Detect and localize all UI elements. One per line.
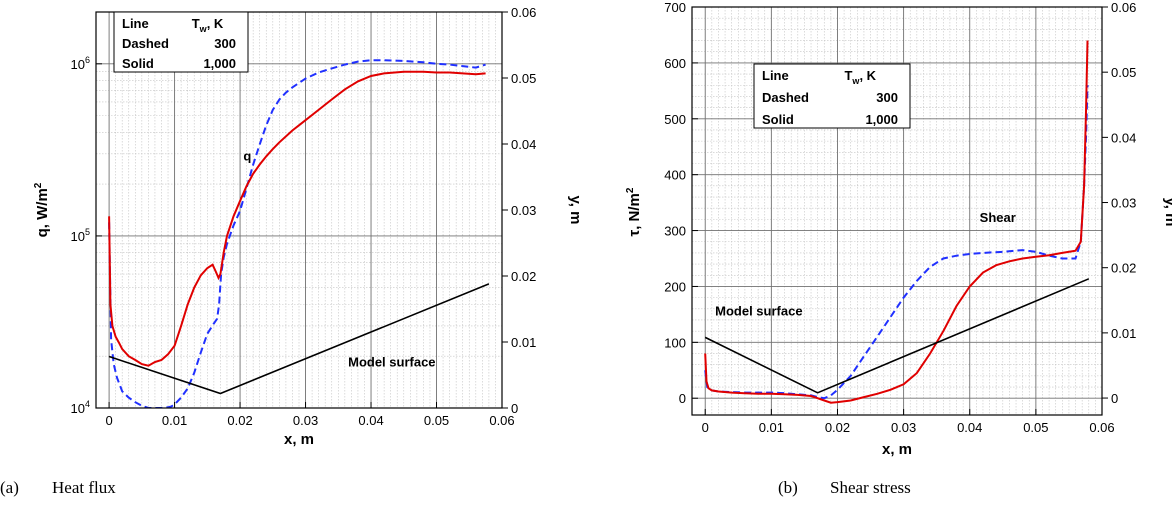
x-tick-label: 0 (702, 420, 709, 435)
chart-shear-stress: 0 0.01 0.02 0.03 0.04 0.05 0.06 0 100 200 300 400 50… (625, 0, 1172, 497)
x-tick-label: 0.05 (424, 413, 449, 428)
y-right-tick-label: 0.05 (1111, 65, 1136, 80)
y-right-tick-label: 0.01 (511, 335, 536, 350)
annotation-model-surface: Model surface (348, 354, 435, 369)
y-left-tick-label: 700 (664, 0, 686, 15)
x-tick-label: 0.01 (759, 420, 784, 435)
y-right-tick-label: 0.06 (511, 5, 536, 20)
y-left-tick-label: 500 (664, 112, 686, 127)
legend-row-value: 300 (214, 36, 236, 51)
x-tick-label: 0.04 (957, 420, 982, 435)
x-tick-label: 0.02 (227, 413, 252, 428)
x-tick-label: 0.02 (825, 420, 850, 435)
x-tick-label: 0.04 (358, 413, 383, 428)
annotation-model-surface: Model surface (715, 304, 802, 319)
caption-letter: (b) (778, 478, 798, 497)
y-left-tick-exp: 6 (85, 55, 90, 65)
legend-row-name: Solid (762, 112, 794, 127)
x-tick-label: 0.01 (162, 413, 187, 428)
y-right-tick-label: 0 (1111, 391, 1118, 406)
y-right-axis-label: y, m (1162, 198, 1172, 227)
y-left-tick-label: 300 (664, 224, 686, 239)
legend-header-line: Line (762, 68, 789, 83)
y-left-tick-label: 100 (664, 335, 686, 350)
y-left-tick-base: 10 (71, 57, 85, 72)
y-left-tick-label: 400 (664, 168, 686, 183)
y-right-tick-label: 0.01 (1111, 326, 1136, 341)
caption-letter: (a) (0, 478, 19, 497)
legend-row-value: 300 (876, 90, 898, 105)
y-left-axis-label-sup: 2 (33, 182, 44, 188)
y-left-axis-label-text: q, W/m (34, 188, 51, 237)
caption-text: Shear stress (830, 478, 911, 497)
y-right-tick-label: 0.06 (1111, 0, 1136, 15)
y-left-axis-label: q, W/m2 (33, 182, 51, 237)
legend-header-tw-unit: , K (859, 68, 876, 83)
legend-row-value: 1,000 (203, 56, 236, 71)
y-left-axis-label-sup: 2 (625, 187, 636, 193)
x-tick-label: 0.05 (1023, 420, 1048, 435)
y-right-tick-label: 0.02 (1111, 261, 1136, 276)
y-left-tick-base: 10 (71, 401, 85, 416)
y-right-tick-label: 0.02 (511, 269, 536, 284)
x-tick-label: 0 (105, 413, 112, 428)
y-left-axis-label: τ, N/m2 (625, 187, 643, 236)
legend-row-name: Solid (122, 56, 154, 71)
y-left-tick-exp: 5 (85, 227, 90, 237)
x-tick-label: 0.06 (1089, 420, 1114, 435)
legend-row-value: 1,000 (865, 112, 898, 127)
y-left-tick-exp: 4 (85, 399, 90, 409)
y-left-tick-label: 105 (71, 227, 90, 244)
annotation-shear: Shear (980, 210, 1016, 225)
y-right-axis-label: y, m (567, 196, 584, 225)
y-left-tick-base: 10 (71, 229, 85, 244)
x-tick-label: 0.03 (293, 413, 318, 428)
chart-heat-flux: 0 0.01 0.02 0.03 0.04 0.05 0.0610410510600.010… (0, 5, 584, 497)
annotation-q: q (243, 149, 251, 164)
y-left-tick-label: 106 (71, 55, 90, 72)
legend-row-name: Dashed (122, 36, 169, 51)
y-left-tick-label: 600 (664, 56, 686, 71)
y-left-tick-label: 200 (664, 279, 686, 294)
legend-header-tw-unit: , K (207, 16, 224, 31)
y-left-tick-label: 0 (679, 391, 686, 406)
legend-header-line: Line (122, 16, 149, 31)
x-axis-label: x, m (284, 431, 314, 448)
caption-text: Heat flux (52, 478, 116, 497)
y-left-tick-label: 104 (71, 399, 90, 416)
y-right-tick-label: 0.03 (511, 203, 536, 218)
legend-row-name: Dashed (762, 90, 809, 105)
x-axis-label: x, m (882, 441, 912, 458)
y-left-axis-label-text: τ, N/m (626, 193, 643, 236)
y-right-tick-label: 0.03 (1111, 196, 1136, 211)
x-tick-label: 0.03 (891, 420, 916, 435)
legend-header-tw-main: T (192, 16, 200, 31)
y-right-tick-label: 0.04 (511, 137, 536, 152)
legend-header-tw-main: T (844, 68, 852, 83)
y-right-tick-label: 0.05 (511, 71, 536, 86)
y-right-tick-label: 0 (511, 401, 518, 416)
y-right-tick-label: 0.04 (1111, 130, 1136, 145)
